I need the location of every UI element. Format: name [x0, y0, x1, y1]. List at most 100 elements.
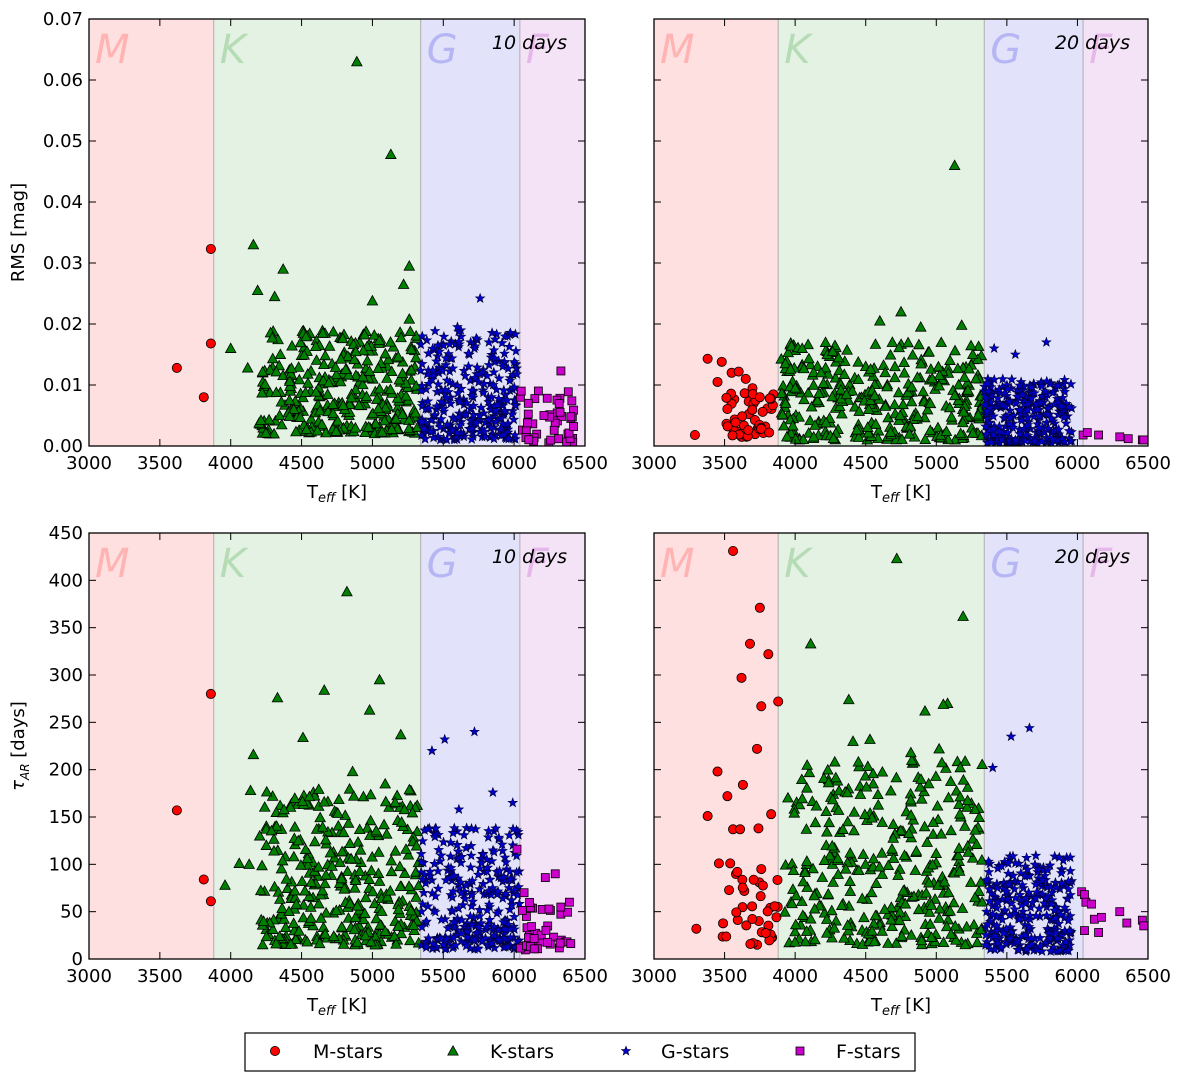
k-star-point: [396, 367, 409, 379]
k-star-point: [966, 348, 979, 360]
k-star-point: [795, 773, 808, 785]
g-star-point: [1039, 385, 1051, 396]
g-star-point: [1006, 373, 1018, 385]
k-star-point: [844, 885, 857, 896]
k-star-point: [807, 862, 819, 874]
g-star-point: [469, 372, 481, 383]
k-star-point: [344, 897, 356, 909]
plot-frame: [653, 532, 1149, 960]
g-star-point: [448, 916, 460, 927]
k-star-point: [867, 917, 880, 929]
k-star-point: [868, 935, 881, 947]
g-star-point: [508, 911, 520, 922]
g-star-point: [1002, 893, 1013, 904]
k-star-point: [831, 852, 844, 864]
g-star-point: [496, 838, 508, 850]
series-f-stars: [516, 366, 578, 446]
k-star-point: [373, 382, 386, 394]
g-star-point: [980, 420, 991, 432]
k-star-point: [828, 755, 841, 767]
k-star-point: [385, 365, 398, 377]
f-star-point: [523, 409, 533, 419]
legend: M-stars K-stars G-stars F-stars: [244, 1032, 916, 1072]
k-star-point: [381, 372, 393, 383]
k-star-point: [287, 403, 300, 414]
k-star-point: [379, 777, 392, 789]
k-star-point: [878, 903, 891, 914]
m-star-point: [718, 918, 729, 929]
k-star-point: [905, 929, 918, 940]
g-star-point: [982, 413, 993, 424]
class-letter-k: K: [784, 541, 813, 587]
g-star-point: [498, 429, 510, 440]
k-star-point: [942, 886, 955, 898]
g-star-point: [1047, 387, 1059, 398]
k-star-point: [905, 809, 917, 820]
k-star-point: [788, 806, 801, 818]
k-star-point: [894, 824, 907, 836]
k-star-point: [254, 884, 267, 896]
g-star-point: [1029, 858, 1041, 870]
g-star-point: [1050, 927, 1062, 938]
f-star-point: [519, 888, 529, 898]
g-star-point: [429, 409, 441, 420]
k-star-point: [410, 891, 422, 902]
k-star-point: [811, 394, 824, 406]
g-star-point: [981, 405, 993, 416]
g-star-point: [416, 921, 428, 932]
g-star-point: [497, 892, 509, 904]
m-star-point: [760, 928, 771, 939]
k-star-point: [330, 904, 343, 916]
g-star-point: [983, 883, 995, 894]
k-star-point: [807, 366, 820, 377]
k-star-point: [393, 373, 406, 385]
k-star-point: [321, 388, 334, 399]
g-star-point: [1026, 938, 1038, 950]
k-star-point: [281, 882, 294, 893]
k-star-point: [224, 342, 237, 353]
g-star-point: [980, 428, 992, 439]
g-star-point: [983, 385, 994, 397]
y-tick-label: 400: [49, 570, 83, 591]
m-star-point: [747, 914, 758, 925]
class-letter-m: M: [660, 27, 695, 73]
k-star-point: [283, 410, 296, 421]
m-star-point: [757, 406, 768, 417]
g-star-point: [466, 919, 478, 930]
k-star-point: [349, 369, 362, 381]
g-star-point: [436, 913, 447, 925]
y-tick-label: 0.02: [43, 314, 83, 335]
m-star-point: [724, 885, 735, 896]
g-star-point: [432, 865, 444, 876]
g-star-point: [447, 362, 459, 373]
g-star-point: [1023, 886, 1035, 898]
g-star-point: [486, 391, 497, 402]
g-star-point: [489, 333, 501, 344]
k-star-point: [801, 759, 814, 770]
g-star-point: [423, 932, 434, 943]
g-star-point: [415, 856, 427, 867]
g-star-point: [1030, 892, 1042, 903]
m-star-point: [756, 423, 767, 434]
k-star-point: [889, 360, 901, 372]
g-star-point: [1059, 386, 1071, 397]
k-star-point: [859, 858, 872, 869]
g-star-point: [512, 935, 524, 947]
k-star-point: [876, 925, 889, 936]
k-star-point: [811, 360, 824, 371]
k-star-point: [268, 290, 281, 302]
k-star-point: [873, 314, 886, 326]
g-star-point: [465, 840, 477, 851]
g-star-point: [452, 845, 464, 857]
k-star-point: [926, 372, 939, 384]
k-star-point: [887, 832, 900, 843]
k-star-point: [969, 824, 982, 835]
g-star-point: [500, 856, 512, 867]
k-star-point: [398, 803, 411, 815]
g-star-point: [429, 906, 441, 917]
k-star-point: [405, 363, 418, 375]
g-star-point: [472, 943, 484, 954]
m-star-point: [747, 404, 758, 415]
k-star-point: [241, 361, 254, 373]
k-star-point: [410, 351, 422, 363]
